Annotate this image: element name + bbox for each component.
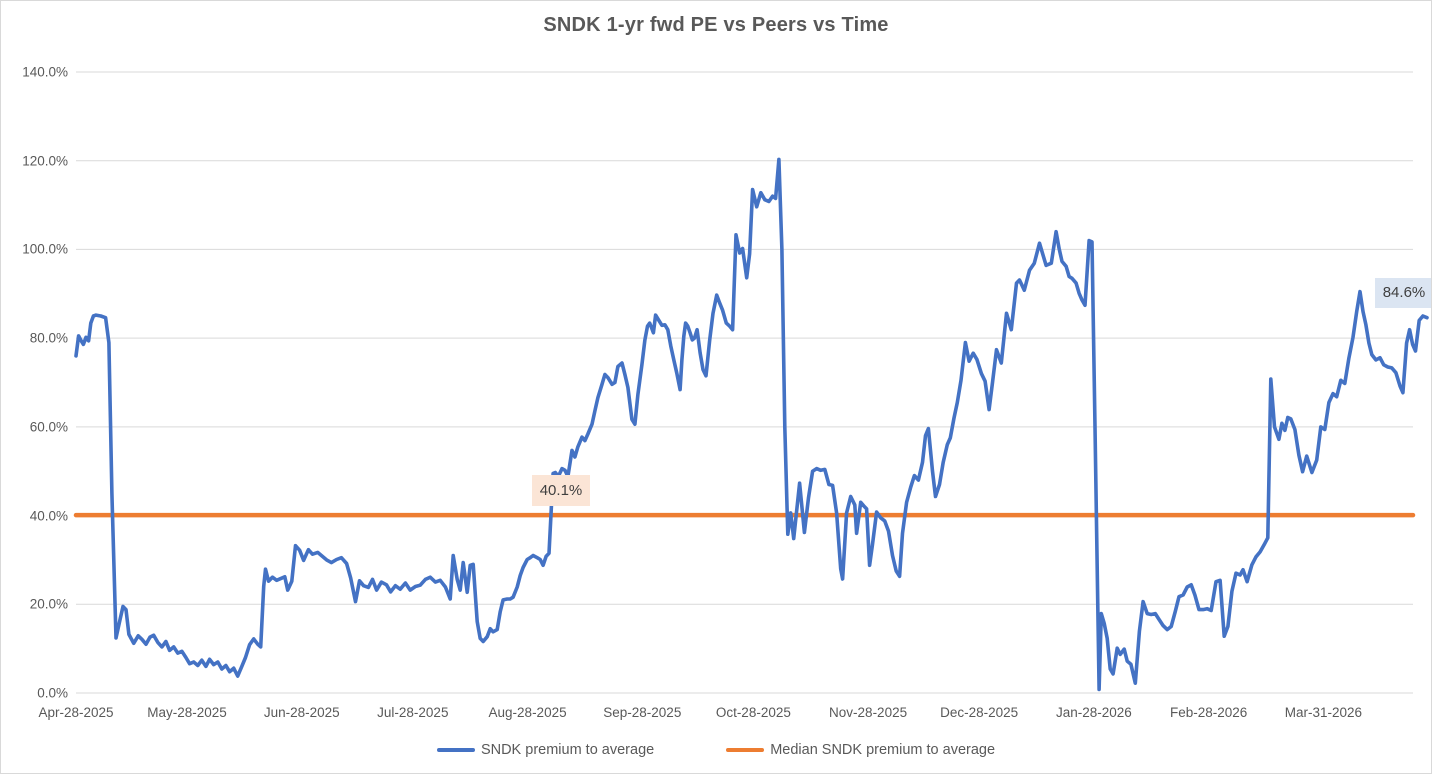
y-tick-label: 100.0% <box>22 241 68 257</box>
last-value-label: 84.6% <box>1375 278 1431 308</box>
y-tick-label: 140.0% <box>22 64 68 80</box>
legend-label: SNDK premium to average <box>480 742 655 758</box>
blue-line-swatch-icon <box>436 747 475 753</box>
y-tick-label: 20.0% <box>29 596 68 612</box>
y-tick-label: 60.0% <box>29 419 68 435</box>
chart-title: SNDK 1-yr fwd PE vs Peers vs Time <box>543 14 889 36</box>
x-tick-label: Dec-28-2025 <box>940 705 1019 720</box>
legend-item-sndk-premium: SNDK premium to average <box>436 742 655 758</box>
legend-item-median-premium: Median SNDK premium to average <box>726 742 995 758</box>
x-tick-label: Sep-28-2025 <box>603 705 682 720</box>
y-tick-label: 80.0% <box>29 330 68 346</box>
y-tick-label: 0.0% <box>37 685 68 701</box>
sndk-premium-line <box>74 157 1429 692</box>
x-tick-label: Jan-28-2026 <box>1055 705 1132 720</box>
x-tick-label: Feb-28-2026 <box>1169 705 1248 720</box>
x-tick-label: Mar-31-2026 <box>1284 705 1362 720</box>
x-tick-label: Oct-28-2025 <box>715 705 791 720</box>
x-tick-label: Aug-28-2025 <box>488 705 567 720</box>
x-tick-label: Nov-28-2025 <box>829 705 908 720</box>
orange-line-swatch-icon <box>726 747 765 753</box>
x-tick-label: Jun-28-2025 <box>263 705 340 720</box>
x-tick-label: Jul-28-2025 <box>377 705 449 720</box>
y-tick-label: 40.0% <box>29 508 68 524</box>
y-tick-label: 120.0% <box>22 153 68 169</box>
median-value-label: 40.1% <box>532 475 590 506</box>
x-tick-label: Apr-28-2025 <box>38 705 114 720</box>
legend-label: Median SNDK premium to average <box>770 742 996 758</box>
chart-legend: SNDK premium to average Median SNDK prem… <box>1 742 1431 758</box>
x-tick-label: May-28-2025 <box>147 705 227 720</box>
